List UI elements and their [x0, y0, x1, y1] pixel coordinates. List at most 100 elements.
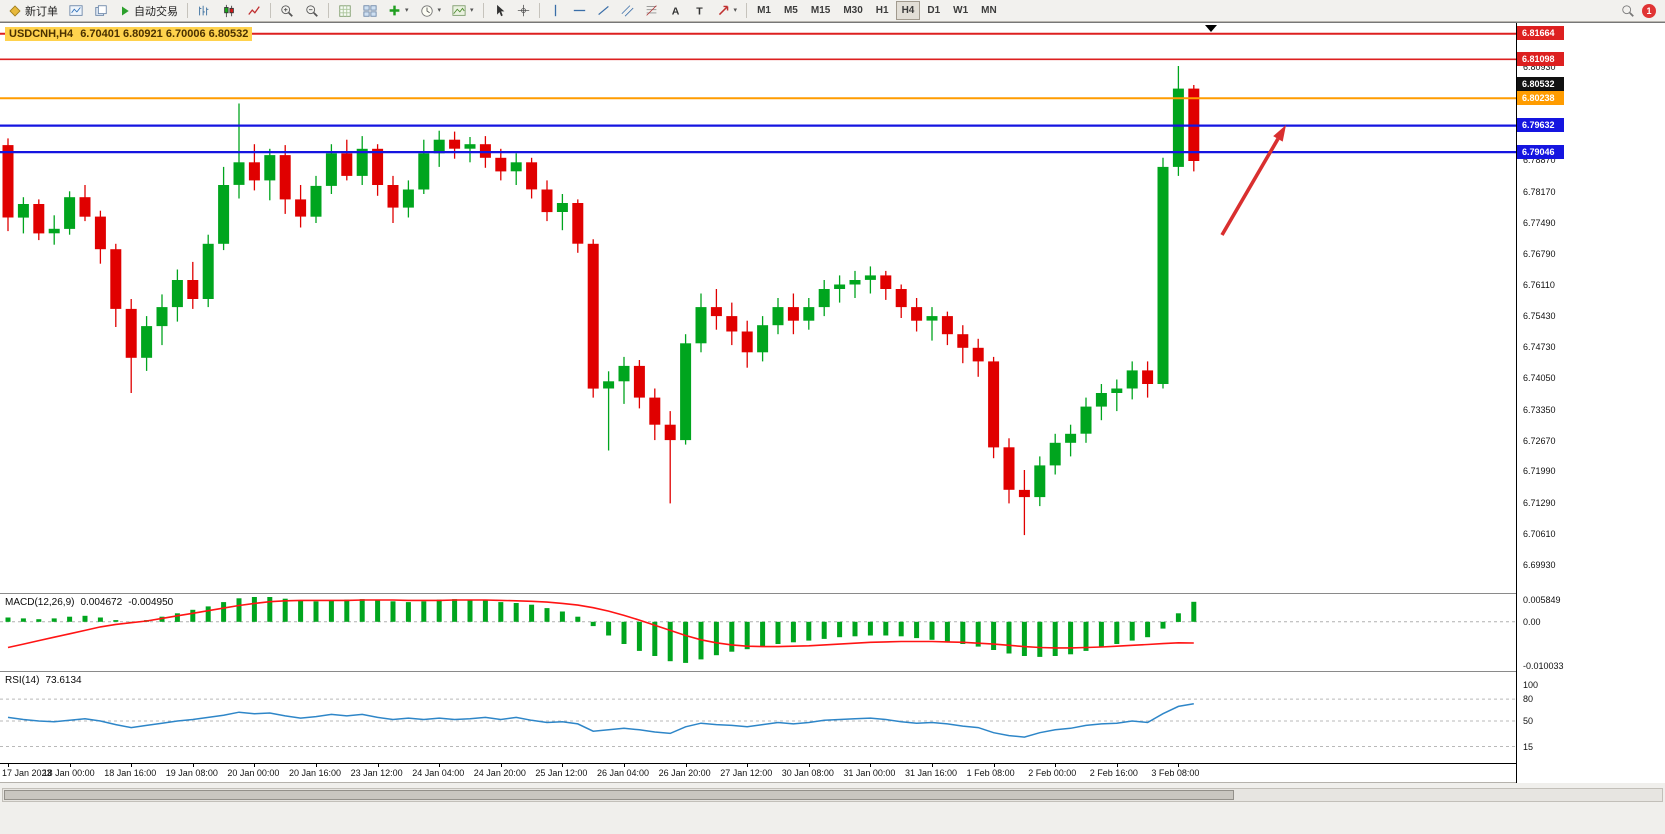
chevron-down-icon: ▾ [437, 7, 442, 14]
search-button[interactable] [1616, 1, 1640, 20]
rsi-panel[interactable] [0, 672, 1516, 763]
text-tool-button[interactable]: A [664, 1, 687, 20]
time-axis-label: 25 Jan 12:00 [535, 768, 588, 778]
time-axis-label: 23 Jan 12:00 [350, 768, 403, 778]
periods-button[interactable]: ▾ [415, 1, 447, 20]
timeframe-m30-button[interactable]: M30 [837, 1, 868, 20]
timeframe-mn-button[interactable]: MN [975, 1, 1003, 20]
crosshair-button[interactable] [512, 1, 535, 20]
price-chart[interactable] [0, 23, 1516, 593]
time-axis-tick [1178, 764, 1179, 767]
price-scale-label: 6.72670 [1523, 435, 1556, 446]
chevron-down-icon: ▾ [470, 7, 474, 14]
price-scale-label: 6.73350 [1523, 404, 1556, 415]
resistance-line-2-price-tag[interactable]: 6.81098 [1517, 51, 1564, 66]
line-chart-button[interactable] [242, 1, 266, 20]
bar-chart-button[interactable] [192, 1, 216, 20]
horizontal-line-icon [573, 4, 586, 17]
auto-trading-button[interactable]: 自动交易 [114, 1, 183, 20]
text-a-icon: A [669, 4, 682, 17]
price-scale-label: 6.76110 [1523, 279, 1555, 290]
fibonacci-tool-button[interactable] [640, 1, 663, 20]
macd-signal-value: -0.004950 [128, 597, 174, 608]
macd-main-value: 0.004672 [80, 597, 123, 608]
horizontal-scrollbar[interactable] [2, 788, 1663, 802]
timeframe-h1-button[interactable]: H1 [870, 1, 895, 20]
add-indicator-icon [388, 4, 401, 17]
chart-window-button[interactable] [64, 1, 88, 20]
time-axis-tick [378, 764, 379, 767]
price-scale-label: 6.69930 [1523, 559, 1556, 570]
timeframe-h4-button[interactable]: H4 [895, 1, 921, 20]
rsi-value: 73.6134 [45, 675, 82, 686]
toolbar-separator [270, 3, 271, 18]
time-axis-tick [809, 764, 810, 767]
line-chart-icon [247, 4, 261, 18]
timeframe-w1-button[interactable]: W1 [947, 1, 974, 20]
tile-windows-icon [363, 4, 377, 18]
arrows-tool-button[interactable]: ▾ [712, 1, 743, 20]
channel-tool-button[interactable] [616, 1, 639, 20]
scrollbar-thumb[interactable] [4, 790, 1234, 800]
templates-button[interactable]: ▾ [447, 1, 479, 20]
candlestick-chart-button[interactable] [217, 1, 241, 20]
time-axis-tick [501, 764, 502, 767]
rsi-pane-splitter[interactable] [0, 671, 1665, 672]
time-axis-tick [1117, 764, 1118, 767]
timeframe-group: M1 M5 M15 M30 H1 H4 D1 W1 MN [751, 1, 1003, 20]
support-line-1-price-tag[interactable]: 6.79632 [1517, 118, 1564, 133]
template-image-icon [452, 4, 466, 18]
zoom-in-button[interactable] [275, 1, 299, 20]
timeframe-m15-button[interactable]: M15 [805, 1, 836, 20]
time-axis-label: 2 Feb 16:00 [1089, 768, 1138, 778]
vertical-line-icon [549, 4, 562, 17]
cursor-icon [493, 4, 506, 17]
time-axis-tick [562, 764, 563, 767]
add-indicator-button[interactable]: ▾ [383, 1, 414, 20]
rsi-scale-label: 50 [1523, 716, 1534, 726]
zoom-out-button[interactable] [300, 1, 324, 20]
trendline-tool-button[interactable] [592, 1, 615, 20]
tile-windows-button[interactable] [358, 1, 382, 20]
time-axis-tick [193, 764, 194, 767]
text-t-icon: T [693, 4, 706, 17]
price-scale-label: 6.77490 [1523, 217, 1556, 228]
chart-window-icon [69, 4, 83, 18]
price-scale-label: 6.71990 [1523, 466, 1556, 477]
time-axis-label: 3 Feb 08:00 [1151, 768, 1200, 778]
timeframe-m5-button[interactable]: M5 [778, 1, 804, 20]
time-axis-label: 18 Jan 00:00 [42, 768, 95, 778]
chart-title: USDCNH,H4 6.70401 6.80921 6.70006 6.8053… [5, 27, 253, 41]
macd-scale-min: -0.010033 [1523, 661, 1564, 671]
new-order-button[interactable]: 新订单 [3, 1, 63, 20]
macd-panel[interactable] [0, 594, 1516, 671]
timeframe-m1-button[interactable]: M1 [751, 1, 777, 20]
grid-button[interactable] [333, 1, 357, 20]
new-order-icon [8, 4, 22, 18]
auto-trading-icon [119, 5, 131, 17]
zoom-in-icon [280, 4, 294, 18]
time-axis-tick [439, 764, 440, 767]
notification-badge[interactable]: 1 [1642, 3, 1656, 18]
time-axis-tick [8, 764, 9, 767]
price-scale-label: 6.76790 [1523, 249, 1556, 260]
toolbar-separator [538, 3, 540, 18]
profiles-icon [94, 4, 108, 18]
support-line-2-price-tag[interactable]: 6.79046 [1517, 144, 1564, 159]
horizontal-line-tool-button[interactable] [568, 1, 591, 20]
time-axis-tick [994, 764, 995, 767]
orange-level-line-price-tag[interactable]: 6.80238 [1517, 90, 1564, 105]
rsi-scale-label: 80 [1523, 694, 1534, 705]
chevron-down-icon: ▾ [405, 7, 409, 14]
timeframe-d1-button[interactable]: D1 [921, 1, 946, 20]
resistance-line-1-price-tag[interactable]: 6.81664 [1517, 26, 1564, 41]
rsi-scale-label: 100 [1523, 679, 1539, 690]
crosshair-icon [517, 4, 530, 17]
profiles-button[interactable] [89, 1, 113, 20]
macd-scale-max: 0.005849 [1523, 595, 1561, 605]
vertical-line-tool-button[interactable] [544, 1, 567, 20]
macd-pane-splitter[interactable] [0, 593, 1665, 594]
label-tool-button[interactable]: T [688, 1, 711, 20]
cursor-button[interactable] [488, 1, 511, 20]
